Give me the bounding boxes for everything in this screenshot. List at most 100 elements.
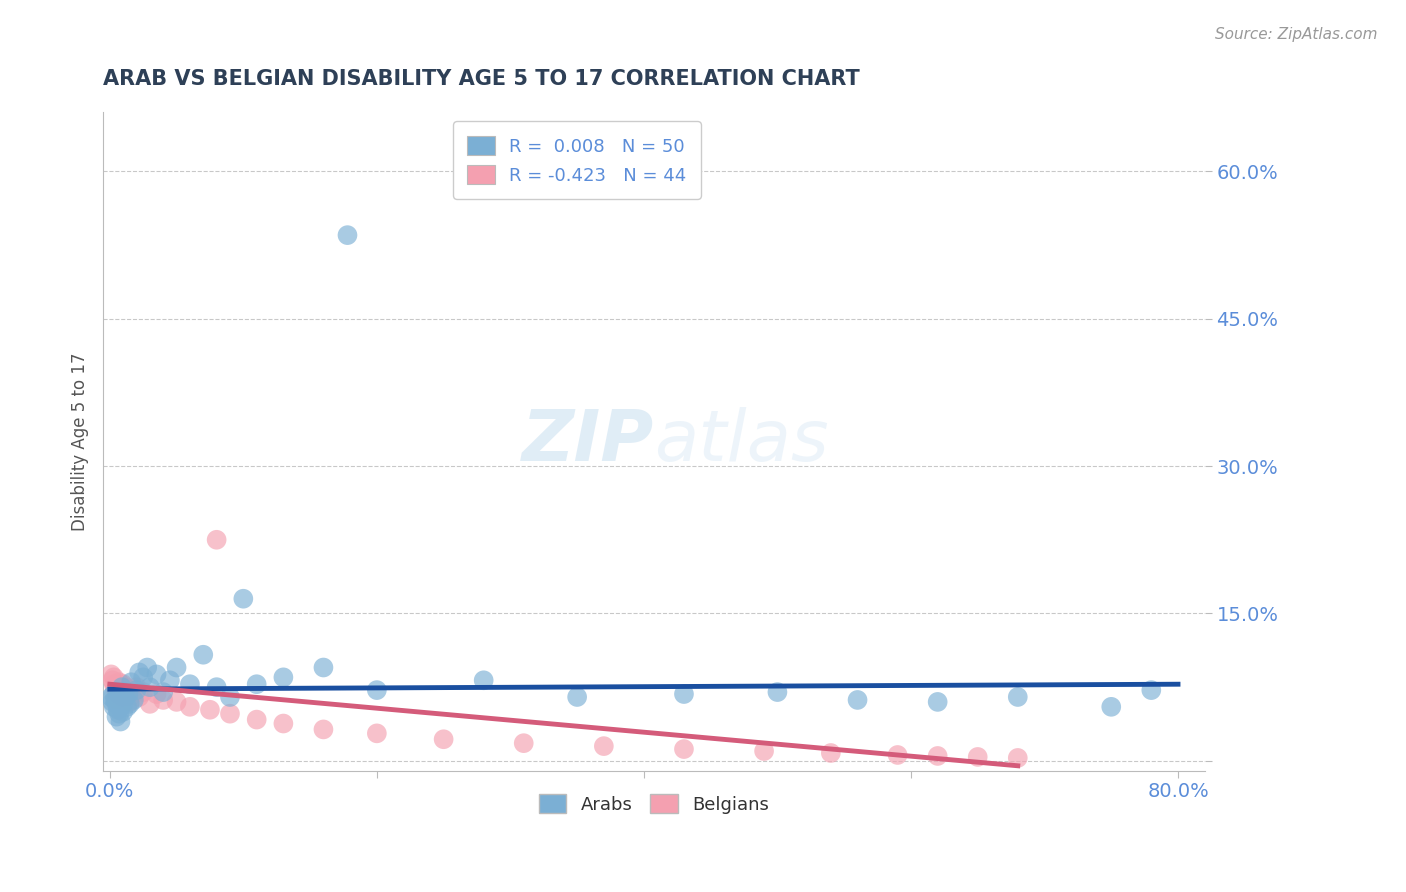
Point <box>105 709 128 723</box>
Point <box>152 693 174 707</box>
Point <box>246 677 269 691</box>
Point <box>128 665 150 680</box>
Point <box>336 228 359 243</box>
Point <box>122 693 145 707</box>
Point <box>927 748 949 763</box>
Point <box>1007 751 1029 765</box>
Point <box>105 697 128 711</box>
Point <box>846 693 869 707</box>
Point <box>114 680 136 694</box>
Point <box>312 723 335 737</box>
Point <box>103 687 125 701</box>
Point <box>111 680 134 694</box>
Point <box>104 680 127 694</box>
Text: atlas: atlas <box>654 407 828 476</box>
Point <box>132 670 155 684</box>
Point <box>273 670 295 684</box>
Point <box>100 667 122 681</box>
Point <box>120 683 142 698</box>
Point <box>128 690 150 704</box>
Point <box>115 690 138 704</box>
Point <box>1007 690 1029 704</box>
Point <box>125 680 148 694</box>
Point <box>136 660 159 674</box>
Point <box>112 705 135 719</box>
Point <box>672 687 695 701</box>
Point <box>107 687 129 701</box>
Point <box>472 673 495 688</box>
Point <box>145 667 167 681</box>
Legend: Arabs, Belgians: Arabs, Belgians <box>531 787 776 821</box>
Point <box>166 660 188 674</box>
Point <box>105 685 128 699</box>
Point <box>125 683 148 698</box>
Point <box>103 677 125 691</box>
Point <box>114 685 136 699</box>
Point <box>112 677 135 691</box>
Point <box>672 742 695 756</box>
Point <box>114 690 136 704</box>
Point <box>766 685 789 699</box>
Point <box>752 744 775 758</box>
Point <box>198 703 221 717</box>
Point <box>433 732 456 747</box>
Point <box>205 533 228 547</box>
Point <box>118 695 141 709</box>
Point <box>179 677 201 691</box>
Point <box>139 680 162 694</box>
Point <box>108 706 131 721</box>
Point <box>101 673 124 688</box>
Point <box>1140 683 1163 698</box>
Point <box>120 675 142 690</box>
Point <box>179 699 201 714</box>
Point <box>219 706 242 721</box>
Point <box>565 690 588 704</box>
Point <box>366 726 388 740</box>
Text: Source: ZipAtlas.com: Source: ZipAtlas.com <box>1215 27 1378 42</box>
Point <box>820 746 842 760</box>
Point <box>366 683 388 698</box>
Point <box>118 697 141 711</box>
Point <box>232 591 254 606</box>
Point <box>205 680 228 694</box>
Point <box>139 697 162 711</box>
Point <box>112 697 135 711</box>
Point <box>886 747 908 762</box>
Point <box>103 699 125 714</box>
Point <box>159 673 181 688</box>
Point <box>152 685 174 699</box>
Point <box>927 695 949 709</box>
Point <box>111 693 134 707</box>
Text: ZIP: ZIP <box>522 407 654 476</box>
Point <box>100 690 122 704</box>
Point <box>107 703 129 717</box>
Y-axis label: Disability Age 5 to 17: Disability Age 5 to 17 <box>72 352 89 531</box>
Point <box>592 739 614 753</box>
Point <box>101 695 124 709</box>
Point <box>111 690 134 704</box>
Text: ARAB VS BELGIAN DISABILITY AGE 5 TO 17 CORRELATION CHART: ARAB VS BELGIAN DISABILITY AGE 5 TO 17 C… <box>103 69 860 88</box>
Point <box>110 683 132 698</box>
Point <box>107 685 129 699</box>
Point <box>145 687 167 701</box>
Point <box>273 716 295 731</box>
Point <box>219 690 242 704</box>
Point <box>512 736 534 750</box>
Point <box>108 675 131 690</box>
Point <box>107 680 129 694</box>
Point <box>114 685 136 699</box>
Point <box>115 699 138 714</box>
Point <box>110 714 132 729</box>
Point <box>117 687 139 701</box>
Point <box>966 750 988 764</box>
Point <box>132 685 155 699</box>
Point <box>1099 699 1122 714</box>
Point <box>312 660 335 674</box>
Point <box>110 699 132 714</box>
Point <box>103 670 125 684</box>
Point <box>105 693 128 707</box>
Point <box>193 648 215 662</box>
Point <box>246 713 269 727</box>
Point <box>122 687 145 701</box>
Point <box>166 695 188 709</box>
